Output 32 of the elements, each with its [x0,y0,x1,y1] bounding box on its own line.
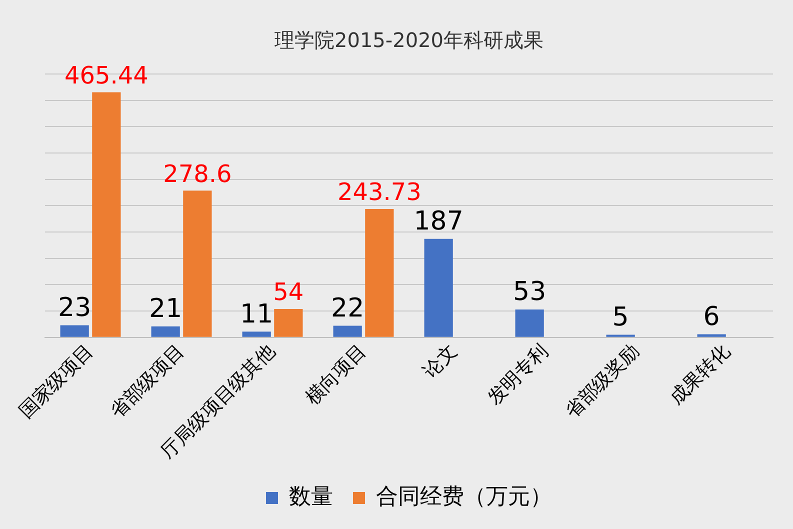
legend-label: 数量 [289,484,333,510]
data-label: 278.6 [163,160,232,188]
data-label: 54 [273,278,304,306]
data-label: 21 [149,294,182,324]
legend-label: 合同经费（万元） [376,484,552,510]
bar [92,92,121,337]
x-tick-label: 国家级项目 [14,340,98,423]
data-label: 53 [513,277,546,308]
bar [242,332,271,337]
bar [60,325,89,337]
bar [515,309,544,337]
chart-title: 理学院2015-2020年科研成果 [274,28,544,52]
bar [365,209,394,337]
x-tick-label: 省部级奖励 [560,340,644,423]
bar [183,190,212,337]
data-label: 243.73 [337,178,422,206]
x-tick-label: 发明专利 [483,340,553,410]
data-label: 6 [703,302,720,332]
data-label: 22 [331,294,364,324]
x-tick-label: 成果转化 [665,340,735,410]
bar [424,238,453,337]
data-label: 187 [414,206,464,237]
x-tick-label: 论文 [419,340,462,382]
data-label: 465.44 [64,61,148,90]
bar [333,326,362,337]
bar [274,308,303,337]
data-label: 11 [240,299,274,330]
data-label: 5 [612,302,629,333]
bar [151,326,180,337]
x-tick-label: 横向项目 [301,340,371,410]
data-label: 23 [58,293,92,324]
bar [697,334,726,337]
